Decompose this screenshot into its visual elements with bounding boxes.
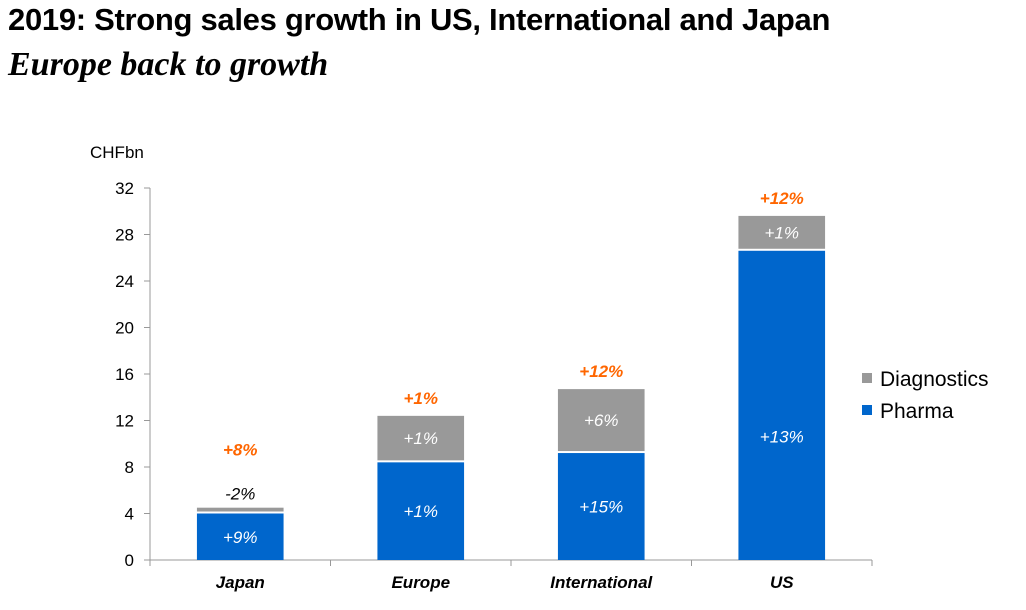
- y-tick-label: 16: [115, 365, 134, 384]
- legend-swatch-pharma: [862, 405, 872, 415]
- bar-pharma-europe: [377, 462, 465, 560]
- x-category-label: Japan: [216, 573, 265, 592]
- bars: +9% -2% +8% +1% +1% +1% +15% +6% +12% +13% +1% +12%: [196, 189, 826, 560]
- segment-label-diagnostics: +1%: [765, 223, 800, 242]
- bar-diagnostics-us: [738, 215, 826, 249]
- segment-label-pharma: +13%: [760, 427, 804, 446]
- total-growth-label: +8%: [223, 441, 258, 460]
- x-category-label: Europe: [391, 573, 450, 592]
- x-axis: Japan Europe International US: [149, 559, 873, 592]
- segment-label-diagnostics: +6%: [584, 411, 619, 430]
- bar-pharma-us: [738, 250, 826, 560]
- legend-label-diagnostics: Diagnostics: [880, 368, 989, 391]
- legend-swatch-diagnostics: [862, 373, 872, 383]
- x-category-label: US: [770, 573, 794, 592]
- y-tick-label: 20: [115, 319, 134, 338]
- total-growth-label: +12%: [760, 189, 804, 208]
- bar-diagnostics-europe: [377, 415, 465, 461]
- y-tick-label: 24: [115, 272, 134, 291]
- segment-label-pharma: +9%: [223, 528, 258, 547]
- y-tick-label: 12: [115, 412, 134, 431]
- bar-pharma-japan: [196, 513, 284, 560]
- total-growth-label: +1%: [404, 389, 439, 408]
- y-tick-label: 4: [125, 505, 134, 524]
- y-tick-label: 8: [125, 458, 134, 477]
- y-axis-unit-label: CHFbn: [90, 143, 144, 162]
- segment-label-diagnostics: +1%: [404, 429, 439, 448]
- y-tick-label: 28: [115, 226, 134, 245]
- bar-pharma-international: [557, 453, 645, 560]
- bar-diagnostics-japan: [196, 507, 284, 512]
- y-tick-label: 32: [115, 179, 134, 198]
- page-subtitle: Europe back to growth: [8, 46, 329, 83]
- y-axis: 0 4 8 12 16 20 24 28 32: [115, 179, 151, 570]
- segment-label-diagnostics: -2%: [225, 485, 255, 504]
- total-growth-label: +12%: [579, 362, 623, 381]
- legend-label-pharma: Pharma: [880, 400, 954, 423]
- x-category-label: International: [550, 573, 653, 592]
- bar-diagnostics-international: [557, 389, 645, 452]
- legend: Diagnostics Pharma: [862, 368, 989, 423]
- segment-label-pharma: +15%: [579, 498, 623, 517]
- y-tick-label: 0: [125, 551, 134, 570]
- page-title: 2019: Strong sales growth in US, Interna…: [8, 2, 831, 37]
- segment-label-pharma: +1%: [404, 502, 439, 521]
